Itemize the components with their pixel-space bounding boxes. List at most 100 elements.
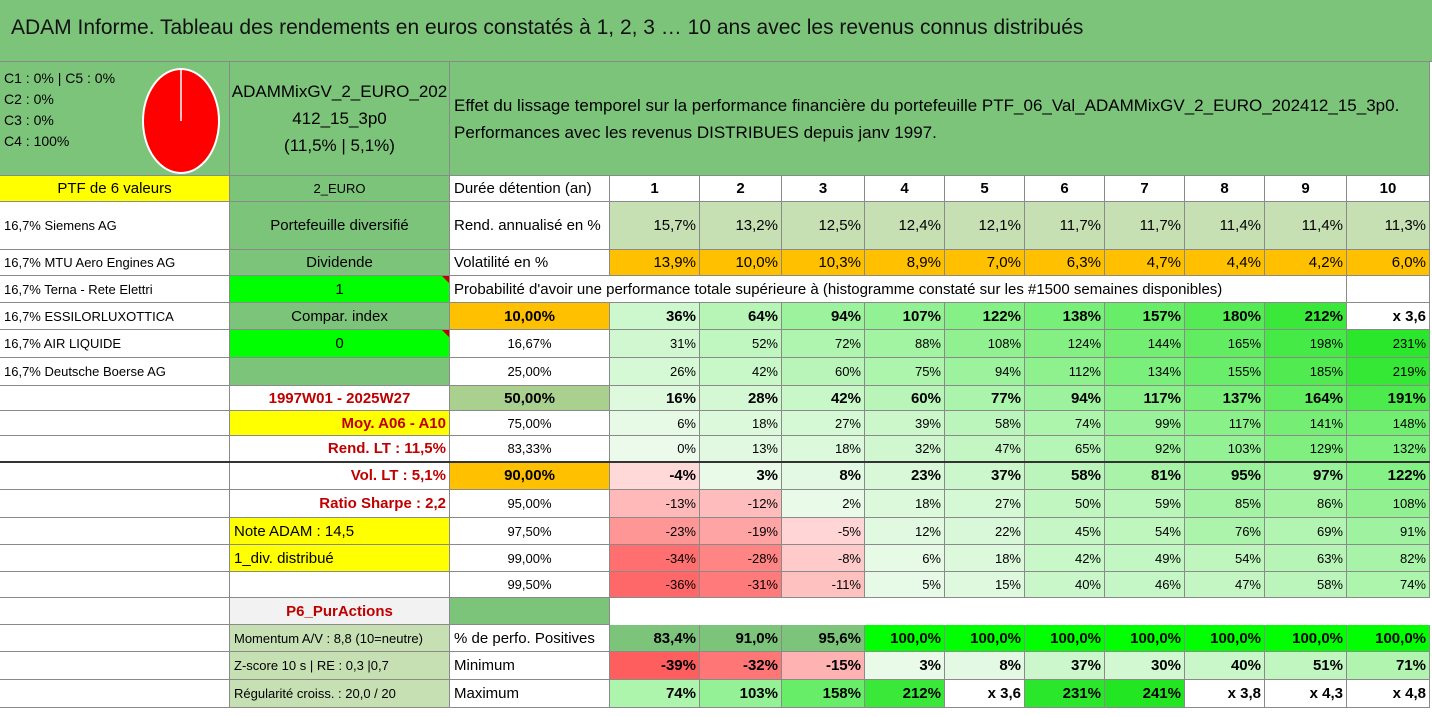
probability-value: 88% [865, 330, 945, 358]
duration-label: Durée détention (an) [450, 176, 610, 202]
minimum-value: 51% [1265, 652, 1347, 680]
allocation-line: C2 : 0% [4, 91, 54, 107]
probability-value: 5% [865, 572, 945, 598]
minimum-value: 40% [1185, 652, 1265, 680]
year-header: 5 [945, 176, 1025, 202]
vol-label: Volatilité en % [450, 250, 610, 276]
probability-value: 3% [700, 462, 782, 490]
probability-value: 107% [865, 303, 945, 330]
probability-value: 52% [700, 330, 782, 358]
probability-value: 180% [1185, 303, 1265, 330]
probability-value: 18% [945, 545, 1025, 572]
vol-value: 4,7% [1105, 250, 1185, 276]
dividende-value[interactable]: 1 [230, 276, 450, 303]
probability-value: 132% [1347, 436, 1430, 462]
probability-value: 117% [1185, 411, 1265, 436]
probability-value: 74% [1025, 411, 1105, 436]
probability-value: -36% [610, 572, 700, 598]
probability-value: 86% [1265, 490, 1347, 518]
probability-value: 94% [1025, 386, 1105, 411]
probability-value: 49% [1105, 545, 1185, 572]
ptf-label: PTF de 6 valeurs [0, 176, 230, 202]
probability-value: 191% [1347, 386, 1430, 411]
sharpe-label: Ratio Sharpe : 2,2 [230, 490, 450, 518]
probability-value: -31% [700, 572, 782, 598]
probability-value: 97% [1265, 462, 1347, 490]
rend-label: Rend. annualisé en % [450, 202, 610, 250]
rend-value: 15,7% [610, 202, 700, 250]
probability-value: 63% [1265, 545, 1347, 572]
description-box: Effet du lissage temporel sur la perform… [450, 62, 1430, 176]
probability-value: 185% [1265, 358, 1347, 386]
empty-green-cell [450, 598, 610, 625]
probability-value: -19% [700, 518, 782, 545]
empty-cell [0, 462, 230, 490]
year-header: 7 [1105, 176, 1185, 202]
rend-value: 13,2% [700, 202, 782, 250]
vol-value: 10,0% [700, 250, 782, 276]
probability-value: 2% [782, 490, 865, 518]
probability-value: 76% [1185, 518, 1265, 545]
compar-value[interactable]: 0 [230, 330, 450, 358]
fund-name-line: 412_15_3p0 [292, 109, 387, 128]
year-header: 2 [700, 176, 782, 202]
probability-value: -8% [782, 545, 865, 572]
div-label: 1_div. distribué [230, 545, 450, 572]
probability-value: 164% [1265, 386, 1347, 411]
probability-value: 12% [865, 518, 945, 545]
rend-value: 12,1% [945, 202, 1025, 250]
empty-cell [0, 490, 230, 518]
allocation-line: C3 : 0% [4, 112, 54, 128]
probability-value: 94% [945, 358, 1025, 386]
probability-value: 37% [945, 462, 1025, 490]
empty-cell [0, 652, 230, 680]
positives-value: 100,0% [1265, 625, 1347, 652]
probability-value: 141% [1265, 411, 1347, 436]
allocation-pie-chart [142, 68, 220, 174]
rend-value: 11,7% [1105, 202, 1185, 250]
title-bar: ADAM Informe. Tableau des rendements en … [0, 0, 1432, 62]
probability-title: Probabilité d'avoir une performance tota… [450, 276, 1347, 303]
positives-value: 83,4% [610, 625, 700, 652]
probability-value: 58% [1265, 572, 1347, 598]
year-header: 3 [782, 176, 865, 202]
probability-value: 137% [1185, 386, 1265, 411]
probability-value: 36% [610, 303, 700, 330]
minimum-value: 3% [865, 652, 945, 680]
minimum-value: -32% [700, 652, 782, 680]
probability-value: 46% [1105, 572, 1185, 598]
probability-value: 27% [782, 411, 865, 436]
probability-value: 59% [1105, 490, 1185, 518]
probability-value: 112% [1025, 358, 1105, 386]
probability-value: 103% [1185, 436, 1265, 462]
probability-value: 8% [782, 462, 865, 490]
maximum-value: 212% [865, 680, 945, 708]
probability-value: 54% [1105, 518, 1185, 545]
maximum-value: x 3,8 [1185, 680, 1265, 708]
empty-cell [1347, 276, 1430, 303]
period-label: 1997W01 - 2025W27 [230, 386, 450, 411]
probability-value: 212% [1265, 303, 1347, 330]
probability-value: 108% [945, 330, 1025, 358]
probability-value: 39% [865, 411, 945, 436]
probability-level: 99,00% [450, 545, 610, 572]
probability-value: 157% [1105, 303, 1185, 330]
probability-value: 117% [1105, 386, 1185, 411]
probability-value: 0% [610, 436, 700, 462]
empty-cell [0, 386, 230, 411]
probability-level: 99,50% [450, 572, 610, 598]
probability-value: 58% [1025, 462, 1105, 490]
probability-value: 47% [945, 436, 1025, 462]
holding-row: 16,7% AIR LIQUIDE [0, 330, 230, 358]
probability-value: 18% [865, 490, 945, 518]
compar-label: Compar. index [230, 303, 450, 330]
probability-value: 47% [1185, 572, 1265, 598]
minimum-value: 37% [1025, 652, 1105, 680]
probability-value: 129% [1265, 436, 1347, 462]
probability-value: 74% [1347, 572, 1430, 598]
probability-value: -12% [700, 490, 782, 518]
probability-value: 45% [1025, 518, 1105, 545]
probability-level: 95,00% [450, 490, 610, 518]
year-header: 6 [1025, 176, 1105, 202]
